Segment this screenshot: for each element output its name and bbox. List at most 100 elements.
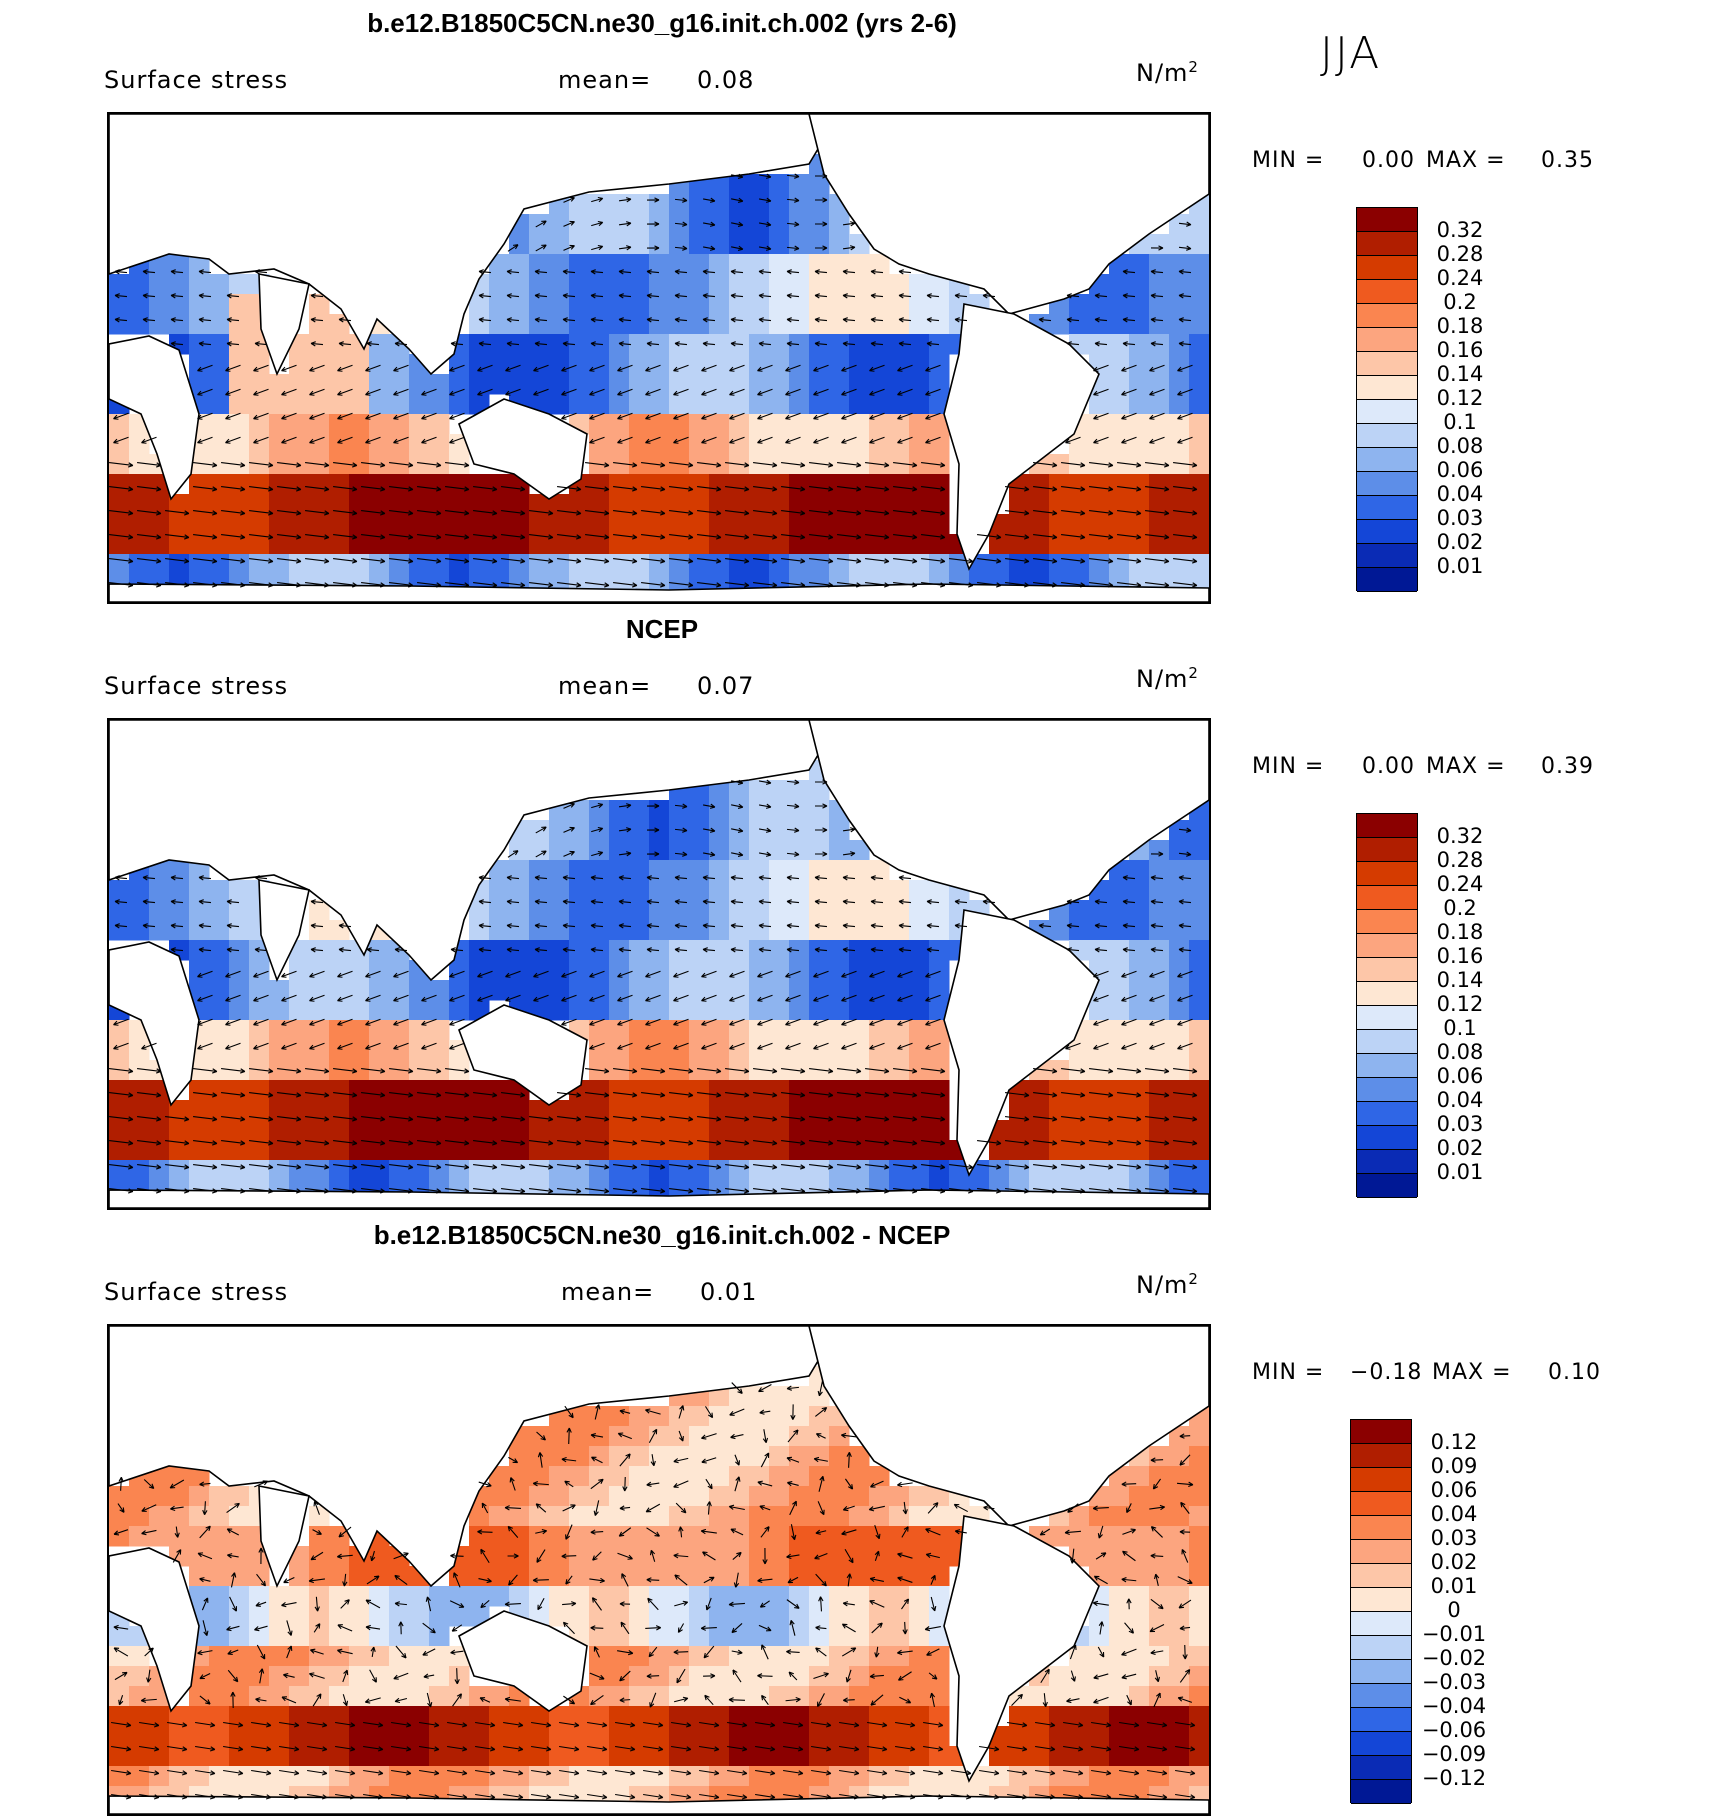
stress-vector xyxy=(1177,1696,1193,1703)
field-cell xyxy=(1129,1140,1150,1161)
field-cell xyxy=(849,514,870,535)
stress-vector xyxy=(562,1621,575,1635)
colorbar-swatch xyxy=(1351,1684,1411,1708)
stress-vector xyxy=(871,1622,883,1634)
field-cell xyxy=(249,1626,270,1647)
stress-vector xyxy=(193,558,218,564)
field-cell xyxy=(1129,394,1150,415)
field-cell xyxy=(909,554,930,575)
field-cell xyxy=(489,920,510,941)
stress-vector xyxy=(283,1673,295,1679)
field-cell xyxy=(1069,1080,1090,1101)
stress-vector xyxy=(844,1478,854,1490)
stress-vector xyxy=(445,1092,470,1098)
field-cell xyxy=(489,1080,510,1101)
field-cell xyxy=(869,294,890,315)
field-cell xyxy=(289,1586,310,1607)
stress-vector xyxy=(1173,1092,1198,1098)
stress-vector xyxy=(1126,1694,1132,1706)
field-cell xyxy=(789,1406,810,1427)
field-cell xyxy=(749,494,770,515)
field-cell xyxy=(489,1726,510,1747)
field-cell xyxy=(669,354,690,375)
field-cell xyxy=(1169,1666,1190,1687)
stress-vector xyxy=(1089,462,1114,468)
field-cell xyxy=(449,1726,470,1747)
field-cell xyxy=(709,1000,730,1021)
stress-vector xyxy=(279,1793,300,1800)
stress-vector xyxy=(506,341,520,347)
field-cell xyxy=(849,1160,870,1181)
field-cell xyxy=(329,494,350,515)
field-cell xyxy=(829,434,850,455)
stress-vector xyxy=(249,582,274,588)
stress-vector xyxy=(421,436,437,444)
field-cell xyxy=(769,214,790,235)
stress-vector xyxy=(898,317,912,323)
field-cell xyxy=(369,434,390,455)
field-cell xyxy=(489,554,510,575)
stress-vector xyxy=(1149,412,1165,420)
stress-vector xyxy=(419,1721,440,1728)
stress-vector xyxy=(759,1409,771,1415)
field-cell xyxy=(1149,1160,1170,1181)
field-cell xyxy=(849,1746,870,1767)
field-cell xyxy=(589,1766,610,1787)
field-cell xyxy=(569,194,590,215)
field-cell xyxy=(109,1486,130,1507)
field-cell xyxy=(689,1080,710,1101)
field-cell xyxy=(669,1526,690,1547)
field-cell xyxy=(1149,1486,1170,1507)
stress-vector xyxy=(650,1454,656,1467)
stress-vector xyxy=(1005,1188,1030,1194)
field-cell xyxy=(209,1566,230,1587)
field-cell xyxy=(489,334,510,355)
stress-vector xyxy=(725,510,750,516)
field-cell xyxy=(169,1706,190,1727)
field-cell xyxy=(829,1140,850,1161)
stress-vector xyxy=(535,826,547,834)
colorbar-swatch xyxy=(1357,328,1417,352)
field-cell xyxy=(209,534,230,555)
stress-vector xyxy=(870,1694,884,1706)
colorbar-swatch xyxy=(1357,424,1417,448)
field-cell xyxy=(1089,494,1110,515)
field-cell xyxy=(1149,1606,1170,1627)
stress-vector xyxy=(1150,1649,1164,1655)
stress-vector xyxy=(645,1042,661,1050)
stress-vector xyxy=(814,341,828,347)
stress-vector xyxy=(503,1721,524,1728)
field-cell xyxy=(669,314,690,335)
stress-vector xyxy=(305,534,330,540)
field-cell xyxy=(169,900,190,921)
field-cell xyxy=(149,900,170,921)
field-cell xyxy=(589,900,610,921)
field-cell xyxy=(609,314,630,335)
field-cell xyxy=(1129,1000,1150,1021)
stress-vector xyxy=(813,970,829,978)
field-cell xyxy=(229,1020,250,1041)
stress-vector xyxy=(893,1140,918,1146)
field-cell xyxy=(789,254,810,275)
field-cell xyxy=(469,1726,490,1747)
field-cell xyxy=(909,354,930,375)
field-cell xyxy=(889,980,910,1001)
stress-vector xyxy=(365,1599,381,1609)
stress-vector xyxy=(1150,317,1164,323)
field-cell xyxy=(769,1586,790,1607)
stress-vector xyxy=(309,1018,325,1026)
stress-vector xyxy=(786,875,800,881)
field-cell xyxy=(389,1626,410,1647)
stress-vector xyxy=(697,1092,722,1098)
field-cell xyxy=(449,1746,470,1767)
field-cell xyxy=(789,1586,810,1607)
stress-vector xyxy=(697,582,722,588)
field-cell xyxy=(369,1726,390,1747)
field-cell xyxy=(889,414,910,435)
field-cell xyxy=(509,1746,530,1767)
field-cell xyxy=(289,1626,310,1647)
field-cell xyxy=(229,274,250,295)
stress-vector xyxy=(1117,1140,1142,1146)
stress-vector xyxy=(753,510,778,516)
stress-vector xyxy=(450,1649,464,1655)
